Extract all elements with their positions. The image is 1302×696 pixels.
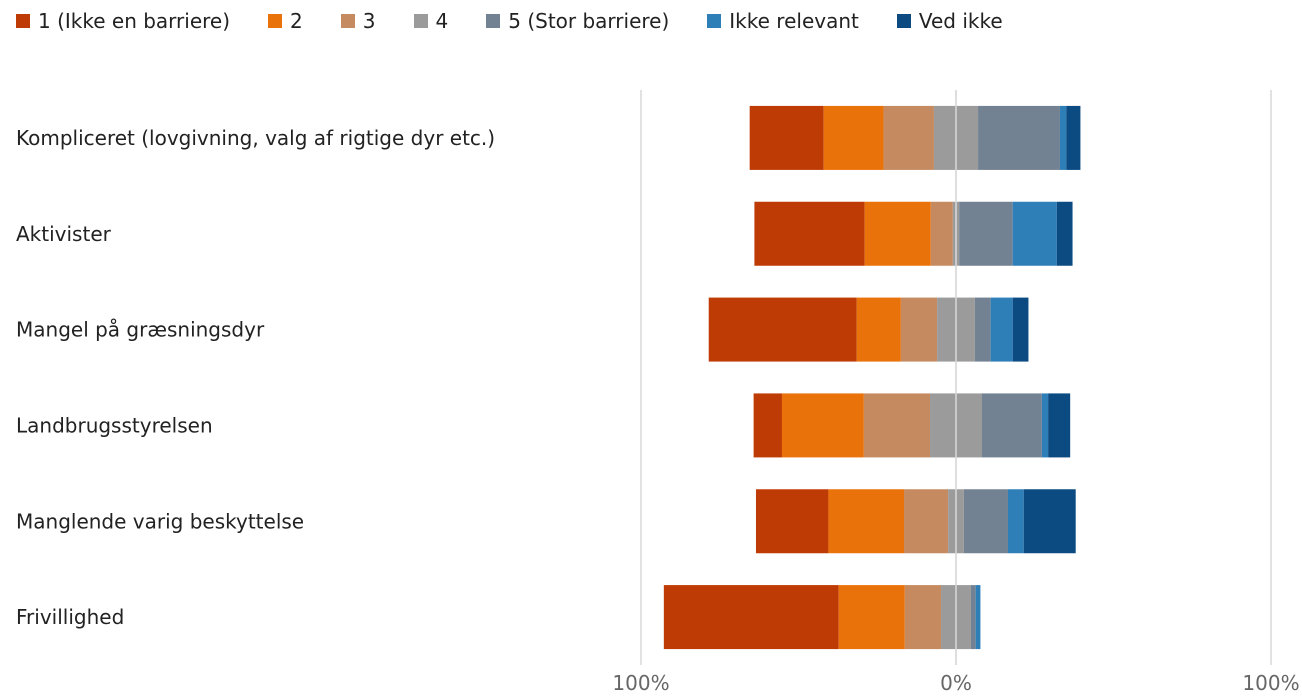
legend-item: Ved ikke: [896, 9, 1003, 33]
legend-label: Ved ikke: [918, 9, 1003, 33]
category-label: Manglende varig beskyttelse: [16, 509, 304, 533]
legend-swatch: [707, 14, 722, 28]
legend-item: 5 (Stor barriere): [486, 9, 669, 33]
legend-swatch: [413, 14, 428, 28]
bar-segment: [749, 105, 824, 170]
legend-item: 3: [340, 9, 376, 33]
bar-segment: [753, 393, 782, 458]
bar-segment: [663, 585, 839, 650]
bar-segment: [900, 297, 938, 362]
bar-segment: [1012, 201, 1057, 266]
legend-swatch: [16, 14, 30, 28]
bar-segment: [1059, 105, 1067, 170]
bar-segment: [1007, 489, 1024, 554]
bar-segment: [904, 489, 949, 554]
legend-swatch: [486, 14, 501, 28]
bar-segment: [1066, 105, 1081, 170]
category-label: Landbrugsstyrelsen: [16, 413, 213, 437]
bar-segment: [1012, 297, 1029, 362]
legend-label: Ikke relevant: [729, 9, 859, 33]
bar-segment: [975, 585, 981, 650]
bar-segment: [864, 201, 931, 266]
x-tick-label: 100%: [1242, 671, 1299, 695]
bar-segment: [856, 297, 901, 362]
legend-swatch: [268, 14, 283, 28]
bar-segment: [1048, 393, 1071, 458]
bar-segment: [1056, 201, 1073, 266]
legend-item: 1 (Ikke en barriere): [16, 9, 230, 33]
bar-segment: [1023, 489, 1076, 554]
bar-segment: [754, 201, 865, 266]
legend-label: 2: [290, 9, 303, 33]
category-label: Aktivister: [16, 222, 112, 246]
bar-segment: [963, 489, 1008, 554]
legend-swatch: [340, 14, 355, 28]
bar-segment: [828, 489, 905, 554]
bar-segment: [838, 585, 905, 650]
bar-segment: [970, 585, 976, 650]
legend-label: 4: [435, 9, 449, 33]
x-tick-label: 100%: [612, 671, 669, 695]
bar-segment: [959, 201, 1013, 266]
legend: 1 (Ikke en barriere) 2 3 4 5 (Stor barriere)…: [16, 8, 1041, 34]
legend-label: 1 (Ikke en barriere): [38, 9, 231, 33]
legend-label: 3: [362, 9, 376, 33]
bar-segment: [883, 105, 934, 170]
category-label: Mangel på græsningsdyr: [16, 318, 265, 342]
legend-item: 2: [268, 9, 303, 33]
bar-segment: [755, 489, 829, 554]
category-label: Kompliceret (lovgivning, valg af rigtige…: [16, 126, 495, 150]
bar-segment: [904, 585, 942, 650]
legend-label: 5 (Stor barriere): [508, 9, 670, 33]
x-tick-label: 0%: [940, 671, 972, 695]
legend-item: Ikke relevant: [707, 9, 859, 33]
bar-segment: [1041, 393, 1049, 458]
bar-segment: [930, 201, 953, 266]
bar-segment: [823, 105, 884, 170]
bar-segment: [708, 297, 857, 362]
bar-segment: [974, 297, 991, 362]
bar-segment: [863, 393, 931, 458]
legend-item: 4: [413, 9, 449, 33]
bar-segment: [978, 105, 1060, 170]
category-label: Frivillighed: [16, 605, 124, 629]
bar-segment: [990, 297, 1013, 362]
legend-swatch: [896, 14, 911, 28]
bar-segment: [981, 393, 1042, 458]
bar-segment: [781, 393, 864, 458]
